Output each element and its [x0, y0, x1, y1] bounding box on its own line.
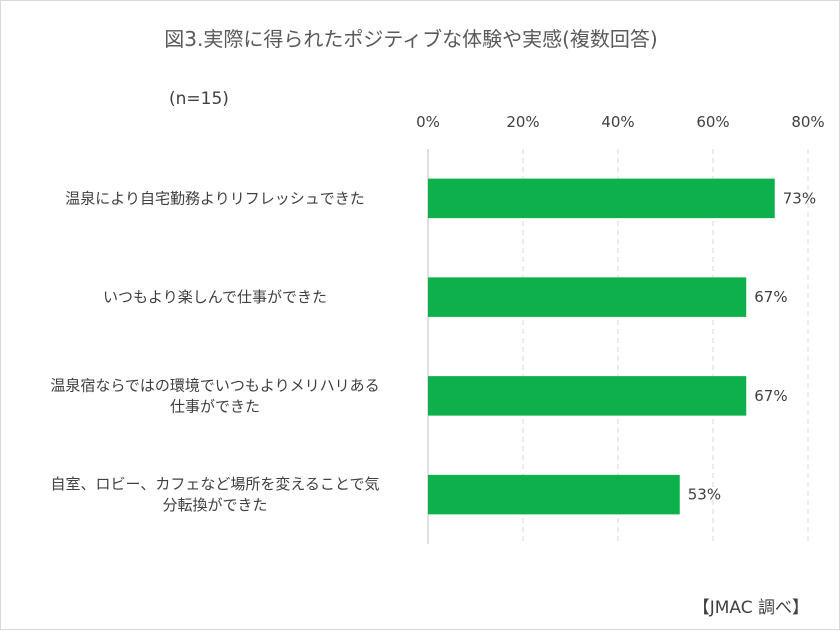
category-label-4-line-2: 分転換ができた [162, 496, 267, 514]
tick-label-0: 0% [416, 113, 440, 131]
value-labels: 73% 67% 67% 53% [688, 189, 816, 503]
value-label-2: 67% [754, 288, 787, 306]
bar-4 [428, 474, 680, 515]
chart-title: 図3.実際に得られたポジティブな体験や実感(複数回答) [164, 27, 658, 51]
value-label-1: 73% [783, 189, 816, 207]
value-label-3: 67% [754, 387, 787, 405]
category-labels: 温泉により自宅勤務よりリフレッシュできたいつもより楽しんで仕事ができた温泉宿なら… [50, 189, 379, 514]
bars [428, 178, 775, 515]
sample-size-note: (n=15) [169, 89, 229, 109]
tick-label-20: 20% [506, 113, 539, 131]
tick-label-60: 60% [696, 113, 729, 131]
value-label-4: 53% [688, 486, 721, 504]
x-axis-ticks: 0% 20% 40% 60% 80% [416, 113, 825, 131]
tick-label-40: 40% [601, 113, 634, 131]
bar-1 [428, 178, 775, 219]
category-label-4-line-1: 自室、ロビー、カフェなど場所を変えることで気 [51, 475, 380, 493]
bar-2 [428, 277, 747, 317]
source-label: 【JMAC 調べ】 [693, 598, 809, 618]
bar-3 [428, 376, 747, 416]
category-label-3-line-1: 温泉宿ならではの環境でいつもよりメリハリある [50, 376, 379, 394]
tick-label-80: 80% [791, 113, 824, 131]
category-label-3-line-2: 仕事ができた [170, 397, 260, 415]
category-label-1-line-1: 温泉により自宅勤務よりリフレッシュできた [65, 189, 364, 207]
category-label-2-line-1: いつもより楽しんで仕事ができた [103, 288, 327, 306]
